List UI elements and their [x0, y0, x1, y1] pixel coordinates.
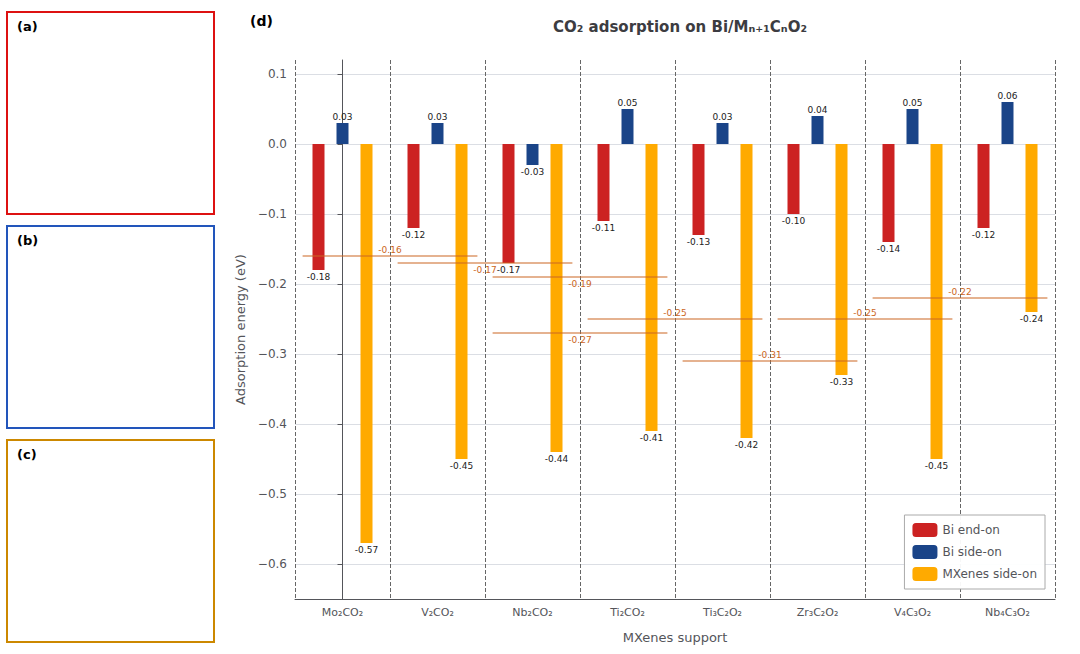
svg-text:(a): (a) — [17, 19, 38, 34]
svg-text:MXenes side-on: MXenes side-on — [942, 567, 1037, 581]
svg-text:-0.13: -0.13 — [687, 237, 710, 247]
svg-text:-0.11: -0.11 — [592, 223, 615, 233]
svg-text:-0.45: -0.45 — [925, 461, 948, 471]
svg-text:0.05: 0.05 — [902, 98, 922, 108]
svg-text:V₄C₃O₂: V₄C₃O₂ — [894, 606, 931, 619]
svg-text:Bi end-on: Bi end-on — [942, 523, 1000, 537]
svg-text:-0.22: -0.22 — [948, 287, 971, 297]
svg-text:(b): (b) — [17, 233, 38, 248]
svg-text:−0.4: −0.4 — [258, 417, 287, 431]
svg-text:0.1: 0.1 — [268, 67, 287, 81]
svg-text:0.06: 0.06 — [997, 91, 1017, 101]
svg-text:-0.14: -0.14 — [877, 244, 901, 254]
svg-text:-0.12: -0.12 — [402, 230, 425, 240]
svg-text:−0.1: −0.1 — [258, 207, 287, 221]
svg-text:Adsorption energy (eV): Adsorption energy (eV) — [233, 254, 248, 405]
svg-text:−0.5: −0.5 — [258, 487, 287, 501]
svg-text:Zr₃C₂O₂: Zr₃C₂O₂ — [797, 606, 839, 619]
svg-text:-0.12: -0.12 — [972, 230, 995, 240]
svg-text:-0.25: -0.25 — [663, 308, 686, 318]
svg-text:-0.42: -0.42 — [735, 440, 758, 450]
svg-text:−0.3: −0.3 — [258, 347, 287, 361]
svg-text:Ti₃C₂O₂: Ti₃C₂O₂ — [702, 606, 742, 619]
svg-text:−0.6: −0.6 — [258, 557, 287, 571]
svg-text:Nb₄C₃O₂: Nb₄C₃O₂ — [985, 606, 1030, 619]
svg-text:-0.18: -0.18 — [307, 272, 331, 282]
svg-text:Ti₂CO₂: Ti₂CO₂ — [609, 606, 645, 619]
svg-text:-0.41: -0.41 — [640, 433, 663, 443]
svg-text:0.03: 0.03 — [427, 112, 447, 122]
svg-text:Nb₂CO₂: Nb₂CO₂ — [512, 606, 552, 619]
svg-text:-0.45: -0.45 — [450, 461, 473, 471]
svg-text:-0.19: -0.19 — [568, 279, 592, 289]
svg-text:-0.17: -0.17 — [497, 265, 520, 275]
svg-text:0.0: 0.0 — [268, 137, 287, 151]
svg-text:MXenes support: MXenes support — [623, 630, 728, 645]
svg-text:V₂CO₂: V₂CO₂ — [421, 606, 454, 619]
svg-text:-0.27: -0.27 — [568, 335, 591, 345]
svg-text:0.04: 0.04 — [807, 105, 827, 115]
svg-text:-0.31: -0.31 — [758, 350, 781, 360]
svg-text:-0.33: -0.33 — [830, 377, 853, 387]
svg-text:0.03: 0.03 — [712, 112, 732, 122]
svg-text:(d): (d) — [250, 13, 273, 29]
svg-text:0.05: 0.05 — [617, 98, 637, 108]
svg-text:-0.25: -0.25 — [853, 308, 876, 318]
svg-text:-0.03: -0.03 — [521, 167, 544, 177]
svg-text:-0.24: -0.24 — [1020, 314, 1044, 324]
svg-text:−0.2: −0.2 — [258, 277, 287, 291]
svg-text:Mo₂CO₂: Mo₂CO₂ — [322, 606, 363, 619]
svg-text:0.03: 0.03 — [332, 112, 352, 122]
svg-text:-0.10: -0.10 — [782, 216, 806, 226]
svg-text:Bi side-on: Bi side-on — [942, 545, 1001, 559]
svg-text:-0.44: -0.44 — [545, 454, 569, 464]
svg-text:-0.57: -0.57 — [355, 545, 378, 555]
svg-text:CO₂ adsorption on Bi/Mₙ₊₁CₙO₂: CO₂ adsorption on Bi/Mₙ₊₁CₙO₂ — [553, 18, 807, 36]
svg-text:-0.17: -0.17 — [473, 265, 496, 275]
svg-text:(c): (c) — [17, 447, 37, 462]
svg-text:-0.16: -0.16 — [378, 245, 402, 255]
